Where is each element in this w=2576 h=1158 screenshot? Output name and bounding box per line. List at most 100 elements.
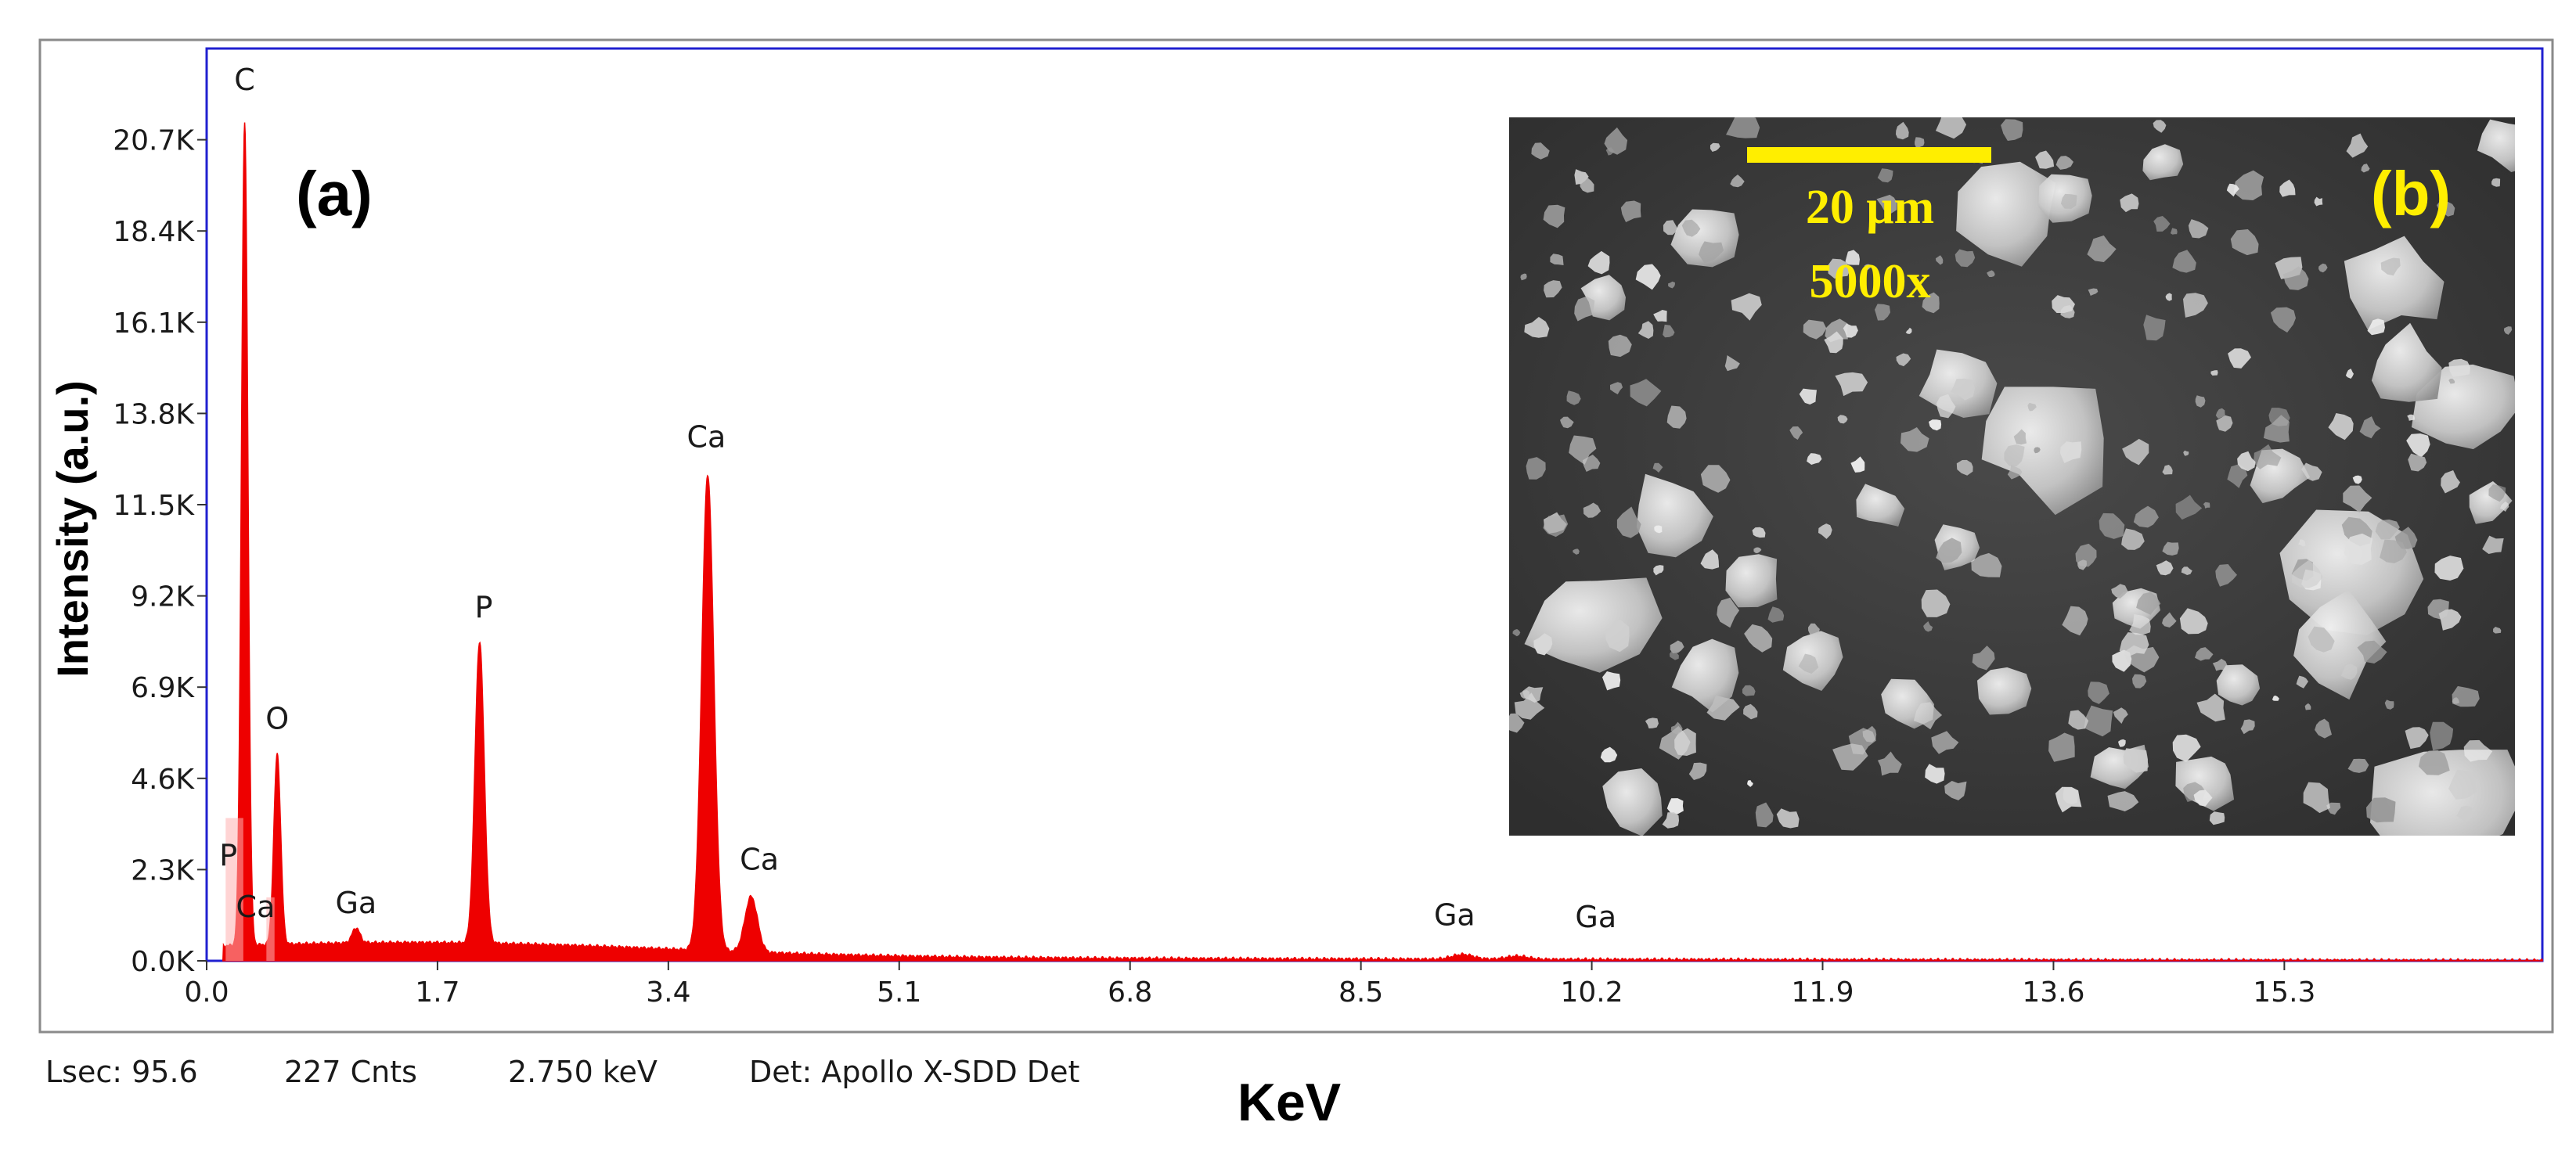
sem-particle — [2175, 494, 2203, 520]
sem-particle — [2111, 584, 2128, 599]
sem-particle — [2291, 559, 2323, 588]
sem-particle — [1662, 812, 1679, 829]
sem-particle — [2254, 444, 2282, 469]
sem-particle — [2406, 433, 2430, 458]
sem-particle — [1798, 653, 1819, 674]
sem-particle — [2359, 416, 2381, 439]
sem-particle — [1509, 713, 1525, 733]
sem-particle — [2371, 322, 2442, 402]
sem-particles — [1509, 117, 2515, 836]
sem-inset: 20 μm 5000x (b) — [1509, 117, 2515, 836]
sem-particle — [2240, 719, 2255, 735]
sem-particle — [2004, 444, 2025, 467]
x-tick-label: 3.4 — [646, 976, 690, 1009]
sem-particle — [2001, 119, 2023, 141]
sem-particle — [1608, 334, 1632, 358]
sem-particle — [2340, 664, 2358, 680]
sem-particle — [2272, 696, 2279, 701]
peak-label: P — [474, 590, 492, 624]
sem-particle — [2361, 164, 2370, 173]
sem-particle — [2437, 199, 2455, 217]
sem-particle — [2195, 647, 2214, 661]
sem-particle — [2384, 699, 2394, 710]
sem-particle — [2121, 528, 2145, 550]
sem-particle — [1789, 426, 1803, 440]
sem-particle — [1915, 137, 1925, 149]
sem-particle — [1875, 304, 1890, 321]
sem-particle — [2068, 710, 2089, 730]
sem-particle — [2226, 183, 2239, 197]
sem-particle — [1520, 273, 1527, 281]
peak-label: Ca — [687, 419, 726, 454]
sem-particle — [2328, 413, 2354, 441]
sem-particle — [1668, 281, 1675, 289]
x-tick-label: 6.8 — [1108, 976, 1152, 1009]
sem-particle — [1896, 353, 1911, 367]
sem-particle — [1876, 194, 1897, 214]
sem-particle — [1700, 465, 1731, 493]
sem-particle — [1913, 702, 1943, 730]
footer-counts: 227 Cnts — [284, 1055, 417, 1089]
sem-particle — [1977, 667, 2032, 715]
sem-particle — [2055, 156, 2073, 170]
sem-particle — [2463, 739, 2493, 762]
sem-particle — [2210, 370, 2218, 376]
sem-particle — [2488, 484, 2506, 502]
sem-particle — [2087, 235, 2117, 262]
sem-particle — [1637, 321, 1654, 339]
sem-particle — [2179, 608, 2208, 635]
sem-particle — [2237, 451, 2256, 472]
sem-particle — [1543, 514, 1569, 538]
sem-particle — [1827, 258, 1850, 279]
sem-particle — [1951, 378, 1975, 401]
sem-particle — [2084, 705, 2113, 737]
sem-particle — [1706, 695, 1740, 721]
sem-particle — [1972, 646, 1995, 671]
sem-particle — [1864, 264, 1872, 271]
sem-particle — [2143, 315, 2166, 341]
y-tick-label: 6.9K — [131, 672, 195, 704]
sem-particle — [1652, 462, 1663, 473]
sem-particle — [2293, 589, 2387, 700]
sem-particle — [2027, 402, 2037, 412]
sem-particle — [2162, 465, 2173, 475]
sem-particle — [2203, 502, 2210, 509]
sem-particle — [2345, 369, 2354, 379]
y-tick-label: 16.1K — [113, 307, 195, 340]
sem-particle — [1944, 781, 1967, 800]
sem-particle — [2434, 556, 2464, 581]
sem-particle — [1731, 293, 1762, 321]
sem-particle — [1574, 296, 1595, 322]
footer-lsec: Lsec: 95.6 — [45, 1055, 198, 1089]
panel-b-label: (b) — [2371, 159, 2451, 228]
sem-particle — [2370, 750, 2515, 836]
x-tick-label: 10.2 — [1561, 976, 1623, 1009]
sem-particle — [2493, 627, 2502, 634]
sem-particle — [2162, 541, 2179, 556]
sem-particle — [2303, 782, 2330, 814]
sem-particle — [2230, 229, 2259, 256]
sem-particle — [1514, 692, 1545, 720]
sem-particle — [2347, 758, 2369, 773]
sem-particle — [2298, 539, 2306, 547]
sem-particle — [1635, 264, 1661, 290]
sem-particle — [1636, 473, 1713, 558]
sem-particle — [2062, 606, 2088, 636]
x-tick-label: 5.1 — [877, 976, 921, 1009]
sem-particle — [2099, 512, 2125, 539]
sem-particle — [1956, 161, 2056, 267]
sem-particle — [2216, 664, 2261, 706]
spectrum-layer — [222, 122, 2543, 962]
sem-particle — [1533, 633, 1553, 656]
sem-particle — [1602, 671, 1621, 691]
sem-particle — [2477, 119, 2515, 172]
scale-bar — [1747, 147, 1991, 163]
sem-particle — [2346, 133, 2369, 158]
sem-particle — [2122, 438, 2149, 466]
sem-particle — [1747, 780, 1753, 787]
low-energy-shading — [266, 897, 275, 961]
peak-label: Ca — [236, 890, 276, 924]
panel-a-label: (a) — [296, 159, 373, 228]
footer-detector: Det: Apollo X-SDD Det — [749, 1055, 1079, 1089]
